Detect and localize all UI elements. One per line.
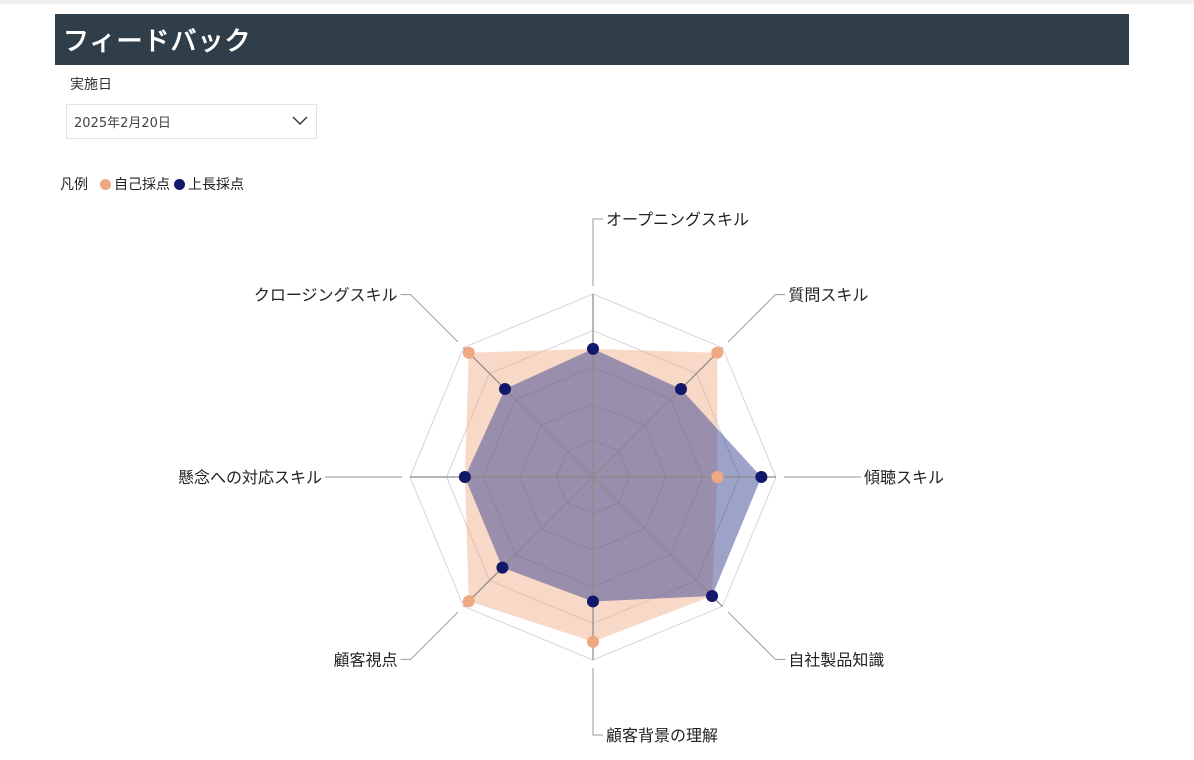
series-point [706,590,719,603]
page-title: フィードバック [63,27,252,57]
legend-item-self[interactable]: 自己採点 [100,174,170,194]
label-leader [400,294,459,343]
legend-label-self: 自己採点 [114,177,170,193]
date-filter-label: 実施日 [70,77,112,93]
chevron-down-icon [292,116,308,125]
axis-label: 顧客視点 [334,650,398,669]
axis-label: 懸念への対応スキル [178,468,322,487]
top-border [0,0,1194,4]
axis-line [463,476,594,607]
legend-dot-manager [174,178,185,190]
legend-item-manager[interactable]: 上長採点 [174,174,244,194]
series-point [462,346,475,359]
series-area [464,348,762,602]
label-leader [727,611,786,660]
series-point [755,471,768,483]
series-point [458,471,471,483]
axis-label: クロージングスキル [254,286,398,305]
axis-label: 自社製品知識 [788,650,884,669]
legend-title: 凡例 [60,177,88,193]
axis-line [592,476,723,607]
series-point [711,346,724,359]
series-point [587,635,599,648]
series-point [499,383,512,396]
series-area [464,348,718,642]
series-point [587,342,599,355]
series-point [462,595,475,608]
series-point [711,471,724,483]
date-dropdown-value: 2025年2月20日 [74,116,171,131]
legend-dot-self [100,178,111,190]
series-point [496,561,509,574]
axis-label: 傾聴スキル [864,468,944,487]
label-leader [592,218,603,286]
date-dropdown[interactable]: 2025年2月20日 [66,104,317,139]
label-leader [400,611,459,660]
page-header: フィードバック [55,14,1129,65]
legend-label-manager: 上長採点 [188,177,244,193]
axis-label: 質問スキル [788,286,868,305]
chart-legend: 凡例 自己採点 上長採点 [60,174,248,194]
label-leader [727,294,786,343]
axis-line [463,347,594,478]
series-point [587,595,599,608]
axis-label: 顧客背景の理解 [606,726,718,745]
series-point [674,383,687,396]
axis-label: オープニングスキル [606,210,749,229]
axis-line [592,347,723,478]
label-leader [592,668,603,736]
